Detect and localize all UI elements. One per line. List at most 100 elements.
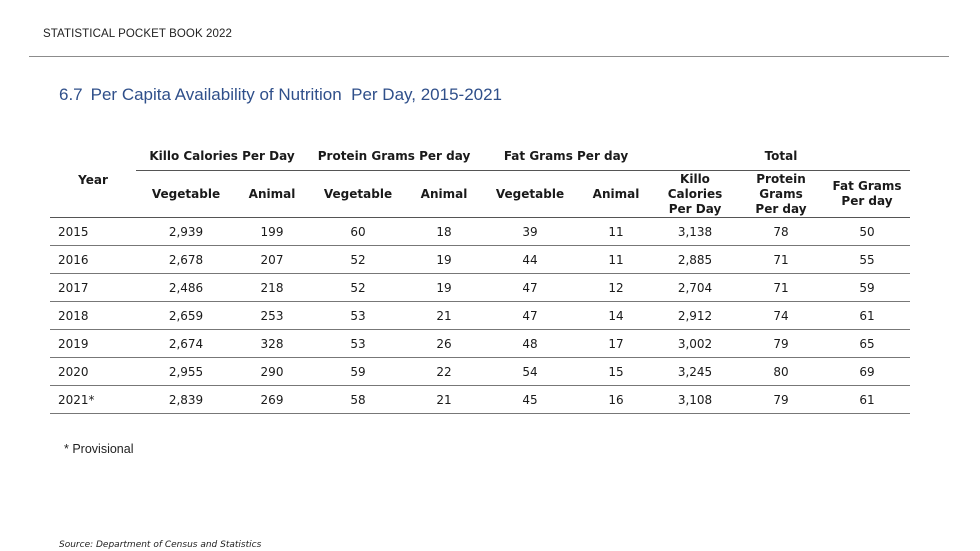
cell-kcal-veg: 2,939 [136,217,236,246]
cell-total-fat: 50 [824,217,910,246]
cell-kcal-veg: 2,486 [136,273,236,302]
cell-kcal-animal: 290 [236,357,308,386]
cell-year: 2015 [50,217,136,246]
cell-protein-animal: 21 [408,385,480,414]
cell-total-protein: 78 [738,217,824,246]
cell-total-protein: 71 [738,245,824,274]
cell-protein-animal: 21 [408,301,480,330]
running-header: STATISTICAL POCKET BOOK 2022 [43,28,232,40]
cell-kcal-animal: 253 [236,301,308,330]
cell-total-fat: 55 [824,245,910,274]
cell-fat-animal: 17 [580,329,652,358]
section-title-text: Per Capita Availability of Nutrition Per… [90,85,503,104]
table-row: 2020 2,955 290 59 22 54 15 3,245 80 69 [50,357,910,386]
cell-year: 2019 [50,329,136,358]
cell-fat-veg: 44 [480,245,580,274]
cell-fat-animal: 14 [580,301,652,330]
cell-total-kcal: 2,912 [652,301,738,330]
cell-total-kcal: 3,002 [652,329,738,358]
cell-fat-veg: 54 [480,357,580,386]
table-body: 2015 2,939 199 60 18 39 11 3,138 78 50 2016 2,678 20… [50,217,910,414]
cell-year: 2017 [50,273,136,302]
cell-protein-veg: 52 [308,273,408,302]
total-fat-header: Fat Grams Per day [824,170,910,218]
cell-fat-animal: 15 [580,357,652,386]
cell-protein-veg: 59 [308,357,408,386]
cell-fat-animal: 11 [580,245,652,274]
fat-group-header: Fat Grams Per day [480,142,652,171]
cell-total-fat: 61 [824,301,910,330]
total-kcal-header: Killo Calories Per Day [652,170,738,218]
fat-veg-header: Vegetable [480,170,580,218]
cell-protein-veg: 52 [308,245,408,274]
cell-kcal-veg: 2,955 [136,357,236,386]
cell-protein-animal: 22 [408,357,480,386]
cell-total-protein: 74 [738,301,824,330]
cell-fat-animal: 12 [580,273,652,302]
cell-total-kcal: 3,245 [652,357,738,386]
cell-year: 2016 [50,245,136,274]
cell-kcal-veg: 2,839 [136,385,236,414]
cell-protein-animal: 18 [408,217,480,246]
table-row: 2016 2,678 207 52 19 44 11 2,885 71 55 [50,245,910,274]
cell-protein-animal: 19 [408,273,480,302]
cell-total-protein: 79 [738,385,824,414]
section-number: 6.7 [59,85,83,104]
sub-header-row: Vegetable Animal Vegetable Animal Vegeta… [50,170,910,218]
cell-fat-veg: 47 [480,273,580,302]
cell-year: 2020 [50,357,136,386]
nutrition-table: Year Killo Calories Per Day Protein Gram… [50,142,910,414]
cell-protein-veg: 60 [308,217,408,246]
kcal-animal-header: Animal [236,170,308,218]
cell-total-fat: 61 [824,385,910,414]
table-row: 2021* 2,839 269 58 21 45 16 3,108 79 61 [50,385,910,414]
cell-fat-veg: 39 [480,217,580,246]
cell-kcal-animal: 207 [236,245,308,274]
cell-kcal-animal: 269 [236,385,308,414]
cell-fat-veg: 47 [480,301,580,330]
table-row: 2018 2,659 253 53 21 47 14 2,912 74 61 [50,301,910,330]
table-row: 2015 2,939 199 60 18 39 11 3,138 78 50 [50,217,910,246]
protein-animal-header: Animal [408,170,480,218]
cell-protein-animal: 19 [408,245,480,274]
kcal-group-header: Killo Calories Per Day [136,142,308,171]
total-group-header: Total [652,142,910,171]
cell-kcal-animal: 199 [236,217,308,246]
cell-fat-veg: 48 [480,329,580,358]
cell-year: 2018 [50,301,136,330]
year-header: Year [50,142,136,218]
header-rule [29,56,949,57]
cell-total-protein: 80 [738,357,824,386]
cell-fat-animal: 11 [580,217,652,246]
section-title: 6.7 Per Capita Availability of Nutrition … [59,85,502,105]
cell-kcal-veg: 2,674 [136,329,236,358]
cell-total-kcal: 2,704 [652,273,738,302]
cell-total-fat: 59 [824,273,910,302]
footnote: * Provisional [64,442,134,456]
source-note: Source: Department of Census and Statist… [59,540,262,550]
table-row: 2019 2,674 328 53 26 48 17 3,002 79 65 [50,329,910,358]
total-protein-header: Protein Grams Per day [738,170,824,218]
fat-animal-header: Animal [580,170,652,218]
cell-total-protein: 79 [738,329,824,358]
cell-kcal-veg: 2,678 [136,245,236,274]
cell-fat-veg: 45 [480,385,580,414]
kcal-veg-header: Vegetable [136,170,236,218]
cell-protein-veg: 53 [308,301,408,330]
cell-year: 2021* [50,385,136,414]
cell-kcal-animal: 328 [236,329,308,358]
cell-total-kcal: 3,138 [652,217,738,246]
cell-fat-animal: 16 [580,385,652,414]
cell-kcal-animal: 218 [236,273,308,302]
cell-total-fat: 69 [824,357,910,386]
table-row: 2017 2,486 218 52 19 47 12 2,704 71 59 [50,273,910,302]
cell-total-kcal: 2,885 [652,245,738,274]
cell-total-protein: 71 [738,273,824,302]
cell-kcal-veg: 2,659 [136,301,236,330]
cell-protein-veg: 53 [308,329,408,358]
cell-protein-veg: 58 [308,385,408,414]
cell-protein-animal: 26 [408,329,480,358]
cell-total-fat: 65 [824,329,910,358]
protein-group-header: Protein Grams Per day [308,142,480,171]
protein-veg-header: Vegetable [308,170,408,218]
